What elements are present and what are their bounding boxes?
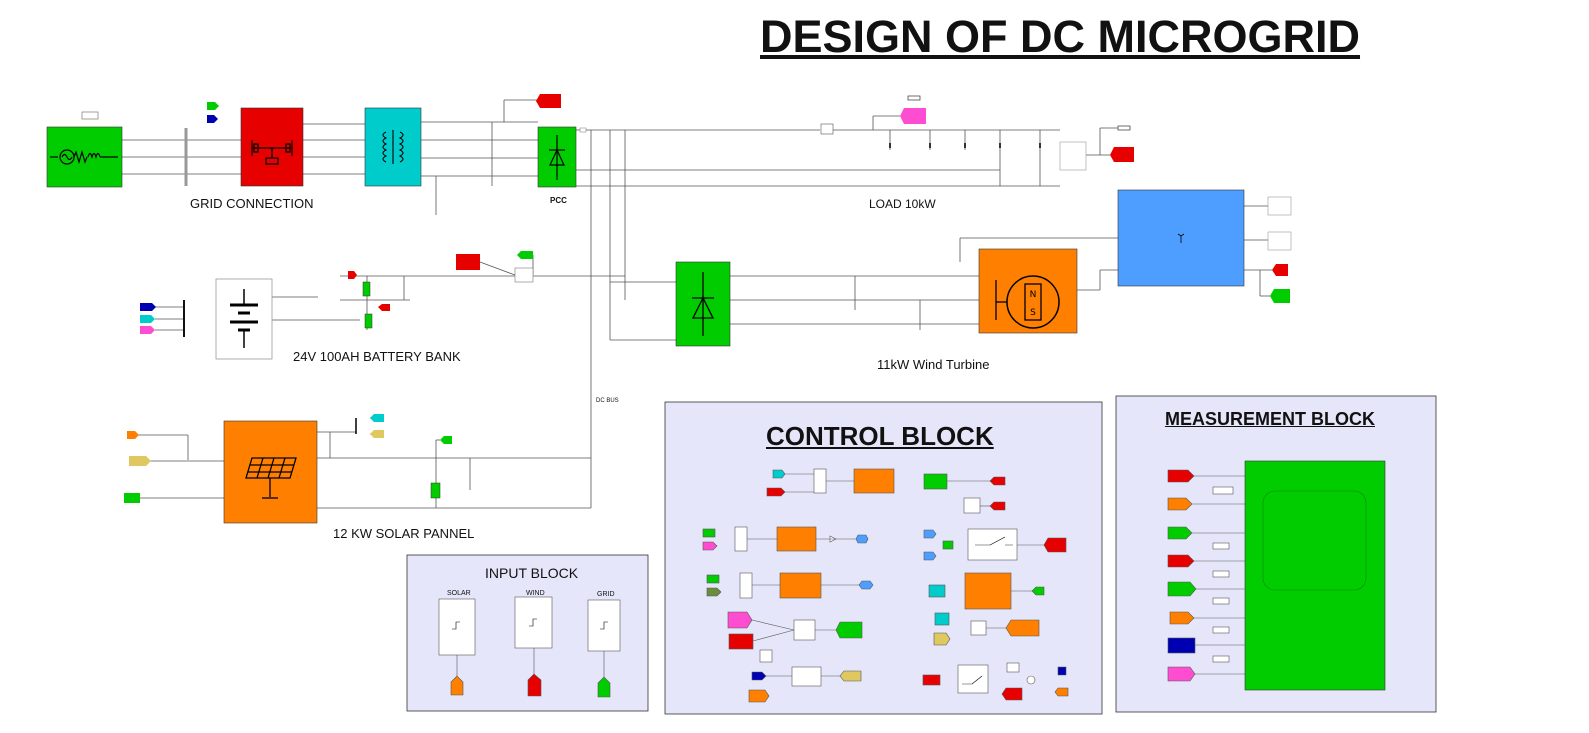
input-internals (438, 596, 621, 698)
bus-node (579, 127, 587, 133)
transformer-icon (382, 130, 404, 164)
svg-text:N: N (1030, 290, 1037, 300)
input-block[interactable] (406, 554, 649, 712)
battery-input-tags[interactable] (140, 303, 156, 334)
svg-text:S: S (1030, 308, 1036, 318)
load-display[interactable] (1117, 125, 1131, 131)
grid-connection-label: GRID CONNECTION (190, 196, 314, 211)
pcc-block[interactable] (537, 126, 577, 188)
input-solar-label: SOLAR (447, 590, 471, 597)
battery-goto-tag[interactable] (517, 251, 533, 259)
battery-switch[interactable] (514, 267, 534, 283)
solar-panel-block[interactable] (223, 420, 318, 524)
measurement-internals (1167, 460, 1386, 691)
wind-turbine-icon (1177, 233, 1185, 243)
load-signal-tag[interactable] (900, 108, 926, 124)
ac-source-icon (50, 149, 118, 165)
solar-v-tag[interactable] (370, 414, 384, 422)
solar-power-tag[interactable] (440, 436, 452, 444)
battery-icon (230, 289, 258, 348)
load-measurement[interactable] (1059, 141, 1087, 171)
diode-icon (691, 272, 715, 336)
pcc-measure-tag[interactable] (536, 94, 561, 108)
wind-power-tag[interactable] (1270, 289, 1290, 303)
wind-display-1[interactable] (1267, 196, 1292, 216)
pmsg-icon: N S (995, 275, 1060, 329)
load-output-tag[interactable] (1110, 147, 1134, 162)
diode-icon (549, 135, 565, 180)
wind-turbine-block[interactable] (1117, 189, 1245, 287)
load-switch[interactable] (820, 123, 834, 135)
dc-bus-label: DC BUS (596, 398, 619, 404)
wind-speed-tag[interactable] (1272, 264, 1288, 276)
pcc-label: PCC (550, 196, 567, 205)
solar-input-tags[interactable] (124, 431, 151, 503)
battery-measure-2[interactable] (364, 313, 373, 329)
grid-display[interactable] (81, 111, 99, 120)
measurement-block[interactable] (1115, 395, 1437, 713)
solar-panel-icon (245, 457, 297, 499)
breaker-block[interactable] (240, 107, 304, 187)
input-block-title: INPUT BLOCK (485, 565, 579, 581)
wind-display-2[interactable] (1267, 231, 1292, 251)
battery-label: 24V 100AH BATTERY BANK (293, 349, 461, 364)
measurement-block-title: MEASUREMENT BLOCK (1165, 409, 1375, 429)
wind-generator-block[interactable]: N S (978, 248, 1078, 334)
wind-label: 11kW Wind Turbine (877, 357, 990, 372)
battery-voltage-tag[interactable] (378, 304, 390, 311)
solar-label: 12 KW SOLAR PANNEL (333, 526, 475, 541)
control-block-title: CONTROL BLOCK (766, 421, 994, 451)
grid-source-block[interactable] (46, 126, 123, 188)
transformer-block[interactable] (364, 107, 422, 187)
load-label: LOAD 10kW (869, 197, 936, 211)
page-title: DESIGN OF DC MICROGRID (760, 11, 1361, 62)
breaker-icon (251, 140, 293, 165)
battery-current-tag[interactable] (348, 271, 357, 279)
port-tags-breaker[interactable] (207, 102, 219, 123)
control-internals (702, 468, 1069, 703)
control-block[interactable] (664, 401, 1103, 715)
load-branches (889, 143, 1041, 148)
solar-i-tag[interactable] (370, 430, 384, 438)
input-grid-label: GRID (597, 591, 615, 598)
battery-block[interactable] (215, 278, 273, 360)
wind-rectifier-block[interactable] (675, 261, 731, 347)
battery-measure-1[interactable] (362, 281, 371, 297)
input-wind-label: WIND (526, 590, 545, 597)
load-scope[interactable] (907, 95, 921, 101)
battery-converter-tag[interactable] (456, 254, 480, 270)
solar-measure[interactable] (430, 482, 441, 499)
